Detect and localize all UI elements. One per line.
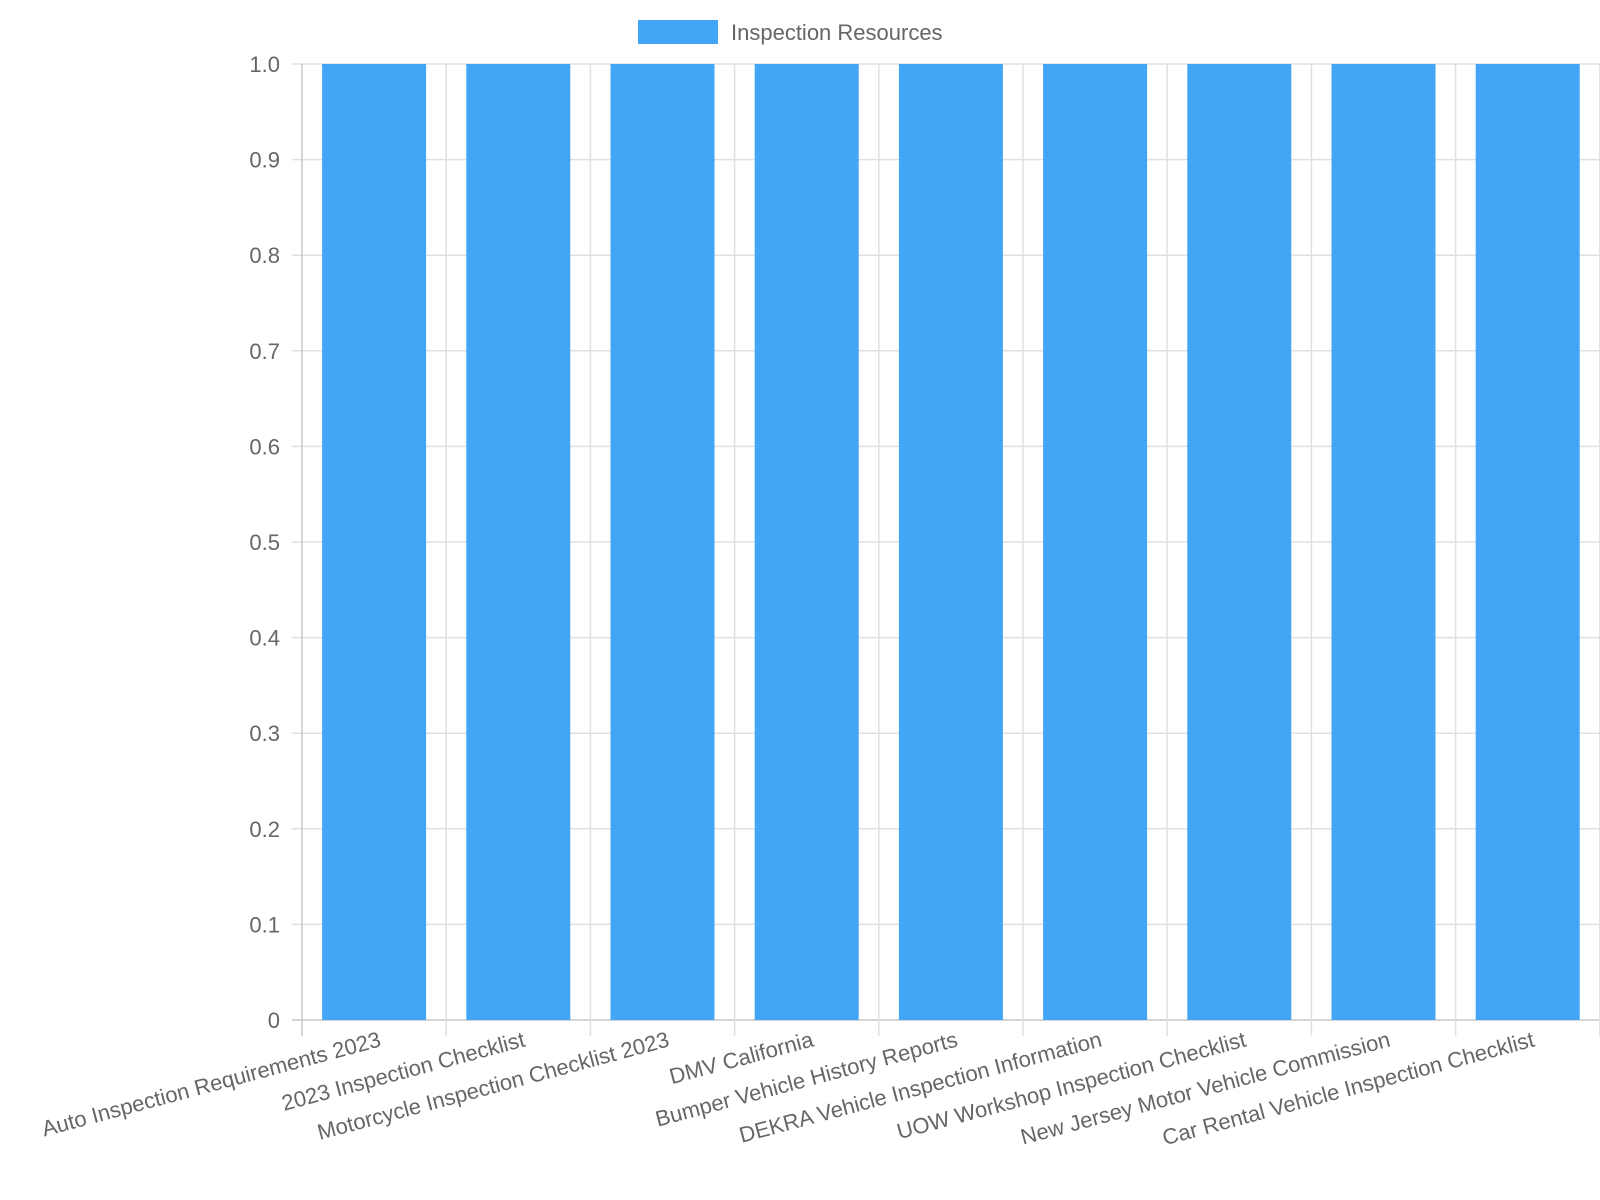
bar[interactable] <box>1043 64 1148 1020</box>
y-tick-label: 0.1 <box>249 912 280 937</box>
legend-swatch <box>638 20 718 44</box>
y-tick-label: 0.4 <box>249 626 280 651</box>
bar[interactable] <box>1331 64 1436 1020</box>
y-tick-label: 0.5 <box>249 530 280 555</box>
y-tick-label: 0.8 <box>249 243 280 268</box>
bar[interactable] <box>610 64 715 1020</box>
y-tick-label: 0.3 <box>249 721 280 746</box>
y-tick-label: 0.7 <box>249 339 280 364</box>
y-tick-label: 0.9 <box>249 148 280 173</box>
y-tick-label: 0.2 <box>249 817 280 842</box>
legend[interactable]: Inspection Resources <box>638 20 943 45</box>
bar[interactable] <box>898 64 1003 1020</box>
y-tick-label: 0 <box>268 1008 280 1033</box>
bar[interactable] <box>754 64 859 1020</box>
y-tick-label: 1.0 <box>249 52 280 77</box>
bar[interactable] <box>1475 64 1580 1020</box>
y-tick-label: 0.6 <box>249 434 280 459</box>
bar[interactable] <box>322 64 427 1020</box>
bar[interactable] <box>466 64 571 1020</box>
bars <box>322 64 1580 1020</box>
y-axis-ticks: 0 0.1 0.2 0.3 0.4 0.5 0.6 0.7 0.8 0.9 1.0 <box>249 52 280 1033</box>
legend-label: Inspection Resources <box>731 20 943 45</box>
bar[interactable] <box>1187 64 1292 1020</box>
